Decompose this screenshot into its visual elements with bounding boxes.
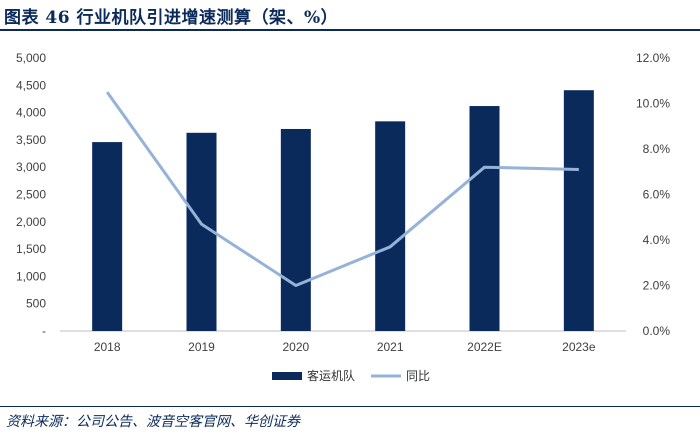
legend-label-bar: 客运机队 <box>307 368 355 383</box>
source-note: 资料来源：公司公告、波音空客官网、华创证券 <box>6 414 300 430</box>
left-tick-label: 2,000 <box>16 215 46 229</box>
right-tick-label: 2.0% <box>643 279 671 293</box>
figure-title: 图表 46 行业机队引进增速测算（架、%） <box>4 8 339 28</box>
right-tick-label: 6.0% <box>643 188 671 202</box>
x-tick-label: 2019 <box>188 340 215 354</box>
x-tick-label: 2021 <box>377 340 404 354</box>
bar <box>280 128 311 331</box>
footer-rule <box>0 406 700 407</box>
x-tick-label: 2023e <box>562 340 596 354</box>
left-tick-label: 4,500 <box>16 78 46 92</box>
right-tick-label: 12.0% <box>636 51 670 65</box>
left-tick-label: 1,000 <box>16 269 46 283</box>
left-tick-label: 5,000 <box>16 51 46 65</box>
bar <box>375 121 406 331</box>
figure-header: 图表 46 行业机队引进增速测算（架、%） <box>0 0 700 31</box>
x-tick-label: 2018 <box>94 340 121 354</box>
right-tick-label: 0.0% <box>643 324 671 338</box>
left-tick-label: 1,500 <box>16 242 46 256</box>
right-tick-label: 4.0% <box>643 233 671 247</box>
line-series-yoy <box>105 91 579 287</box>
legend-label-line: 同比 <box>406 369 430 383</box>
left-tick-label: 500 <box>26 297 46 311</box>
bar <box>469 106 500 331</box>
left-tick-label: 3,000 <box>16 160 46 174</box>
right-tick-label: 10.0% <box>636 97 670 111</box>
left-tick-label: 2,500 <box>16 188 46 202</box>
left-tick-label: - <box>42 324 46 338</box>
bar <box>563 90 594 331</box>
right-tick-label: 8.0% <box>643 142 671 156</box>
header-rule <box>0 29 700 31</box>
x-tick-label: 2020 <box>282 340 309 354</box>
bar <box>92 142 123 331</box>
legend-swatch-bar <box>272 372 302 380</box>
left-tick-label: 3,500 <box>16 133 46 147</box>
left-tick-label: 4,000 <box>16 106 46 120</box>
x-tick-label: 2022E <box>467 340 502 354</box>
chart: - 500 1,000 1,500 2,000 2,500 3,000 3,500 4,000 4… <box>16 51 671 383</box>
